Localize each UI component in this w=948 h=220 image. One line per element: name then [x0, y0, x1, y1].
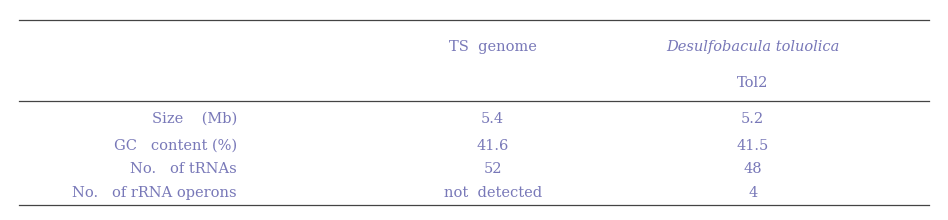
- Text: TS  genome: TS genome: [448, 40, 537, 54]
- Text: Size    (Mb): Size (Mb): [152, 112, 237, 126]
- Text: GC   content (%): GC content (%): [114, 139, 237, 153]
- Text: 5.4: 5.4: [481, 112, 504, 126]
- Text: Desulfobacula toluolica: Desulfobacula toluolica: [666, 40, 839, 54]
- Text: 5.2: 5.2: [741, 112, 764, 126]
- Text: 41.6: 41.6: [477, 139, 509, 153]
- Text: No.   of rRNA operons: No. of rRNA operons: [72, 186, 237, 200]
- Text: Tol2: Tol2: [737, 76, 769, 90]
- Text: 41.5: 41.5: [737, 139, 769, 153]
- Text: 52: 52: [483, 162, 501, 176]
- Text: No.   of tRNAs: No. of tRNAs: [130, 162, 237, 176]
- Text: 4: 4: [748, 186, 757, 200]
- Text: not  detected: not detected: [444, 186, 541, 200]
- Text: 48: 48: [743, 162, 762, 176]
